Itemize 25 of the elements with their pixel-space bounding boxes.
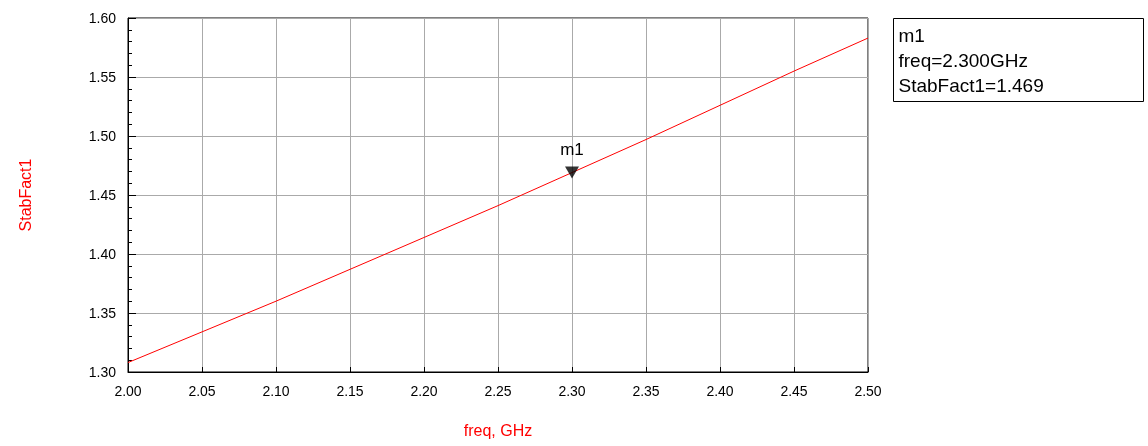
text: StabFact1=1.469 [898, 74, 1044, 96]
x-tick-label: 2.35 [632, 383, 660, 399]
x-axis-title: freq, GHz [463, 421, 533, 439]
y-tick-label: 1.35 [88, 305, 117, 321]
text: freq=2.300GHz [898, 49, 1028, 71]
x-tick-label: 2.40 [706, 383, 734, 399]
y-tick-label: 1.45 [88, 187, 117, 203]
text: m1 [898, 24, 925, 46]
x-tick-label: 2.45 [780, 383, 808, 399]
x-tick-label: 2.10 [262, 383, 290, 399]
x-tick-label: 2.05 [188, 383, 216, 399]
y-tick-label: 1.40 [88, 246, 117, 262]
x-tick-label: 2.25 [484, 383, 512, 399]
x-tick-label: 2.15 [336, 383, 364, 399]
x-tick-label: 2.30 [558, 383, 586, 399]
y-tick-label: 1.55 [88, 69, 117, 85]
y-tick-label: 1.60 [88, 10, 117, 26]
annotation: m1 [560, 140, 584, 160]
line-series [127, 37, 869, 364]
x-tick-label: 2.20 [410, 383, 438, 399]
y-tick-label: 1.30 [88, 364, 117, 380]
x-tick-label: 2.00 [114, 383, 142, 399]
y-axis-title: StabFact1 [16, 158, 34, 232]
x-tick-label: 2.50 [854, 383, 882, 399]
y-tick-label: 1.50 [88, 128, 117, 144]
